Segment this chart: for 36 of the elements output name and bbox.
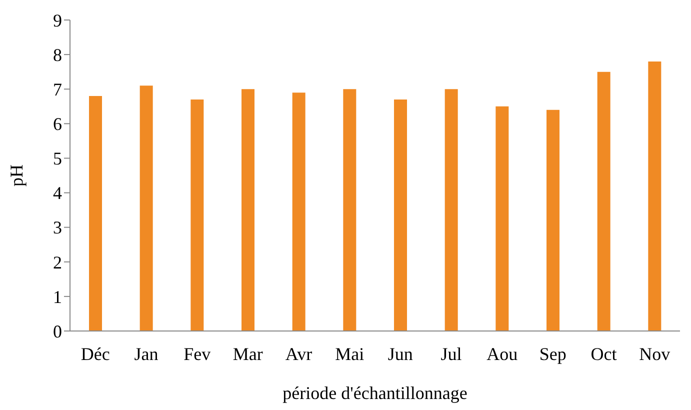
bar <box>242 89 254 331</box>
bar <box>190 99 204 331</box>
y-tick-label: 8 <box>53 44 62 65</box>
bar <box>140 86 153 331</box>
x-tick-label: Fev <box>184 344 211 364</box>
x-tick-label: Jul <box>440 344 462 364</box>
y-tick-label: 2 <box>53 252 62 272</box>
x-tick-label: Mai <box>335 344 364 364</box>
y-tick-label: 0 <box>53 321 62 342</box>
bar <box>496 106 509 331</box>
x-tick-label: Oct <box>590 344 617 364</box>
y-tick-label: 9 <box>53 10 62 30</box>
y-tick-label: 3 <box>53 218 62 238</box>
y-tick-label: 6 <box>53 114 62 134</box>
x-tick-label: Déc <box>80 344 110 364</box>
x-tick-label: Avr <box>285 344 312 364</box>
bar <box>343 89 356 331</box>
x-tick-label: Mar <box>232 344 263 364</box>
x-axis-title: période d'échantillonnage <box>282 383 468 403</box>
bar <box>444 89 458 331</box>
x-tick-label: Sep <box>539 344 566 364</box>
x-tick-label: Aou <box>486 344 518 364</box>
bar <box>546 110 560 331</box>
x-tick-label: Jan <box>134 344 158 364</box>
x-tick-label: Nov <box>639 344 670 364</box>
y-tick-label: 5 <box>53 148 62 169</box>
y-tick-label: 1 <box>53 286 62 307</box>
bar <box>597 72 610 331</box>
y-tick-label: 4 <box>53 183 62 204</box>
bar <box>89 96 102 331</box>
bar <box>394 99 407 331</box>
bar <box>292 92 306 331</box>
y-tick-label: 7 <box>53 80 62 100</box>
y-axis-title: pH <box>6 164 26 186</box>
x-tick-label: Jun <box>388 344 413 364</box>
bar <box>648 61 662 331</box>
